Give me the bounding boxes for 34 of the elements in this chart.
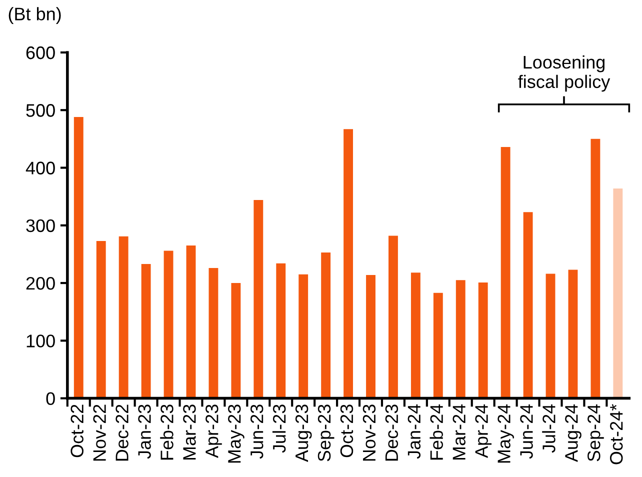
x-tick-label: Aug-24: [565, 404, 582, 462]
y-tick-label: 300: [26, 219, 55, 232]
x-tick-label: Nov-22: [93, 404, 106, 461]
y-tick-label: 0: [46, 392, 55, 406]
x-tick-label: Sep-24: [588, 404, 604, 462]
x-tick-label: Jan-23: [138, 404, 151, 459]
x-tick-label: May-24: [498, 404, 514, 463]
x-tick-label: Jul-23: [272, 404, 286, 453]
x-tick-label: Jun-24: [520, 404, 533, 459]
y-axis-title: (Bt bn): [8, 7, 61, 24]
y-tick-label: 100: [26, 334, 55, 348]
x-tick-label: Apr-24: [475, 404, 492, 458]
x-tick-label: Jun-23: [250, 404, 264, 459]
annotation: Loosening fiscal policy: [518, 55, 610, 92]
x-tick-label: Nov-23: [362, 404, 376, 461]
x-tick-label: Aug-23: [295, 404, 312, 462]
x-tick-label: Mar-23: [183, 404, 196, 460]
y-tick-label: 500: [26, 104, 55, 117]
y-tick-label: 400: [26, 162, 55, 174]
x-tick-label: Feb-23: [160, 404, 174, 460]
x-tick-label: Jul-24: [542, 404, 556, 453]
x-tick-label: Sep-23: [318, 404, 334, 462]
y-tick-label: 600: [26, 46, 55, 60]
x-tick-label: May-23: [228, 404, 244, 463]
x-tick-label: Mar-24: [452, 404, 466, 460]
x-tick-label: Oct-24*: [610, 404, 623, 464]
y-tick-label: 200: [26, 276, 55, 290]
x-tick-label: Dec-22: [116, 404, 128, 461]
x-tick-label: Apr-23: [206, 404, 222, 458]
x-tick-label: Dec-23: [385, 404, 398, 461]
x-tick-label: Oct-22: [70, 404, 84, 458]
x-tick-label: Jan-24: [408, 404, 421, 459]
x-tick-label: Oct-23: [340, 404, 354, 458]
x-tick-label: Feb-24: [430, 404, 444, 460]
